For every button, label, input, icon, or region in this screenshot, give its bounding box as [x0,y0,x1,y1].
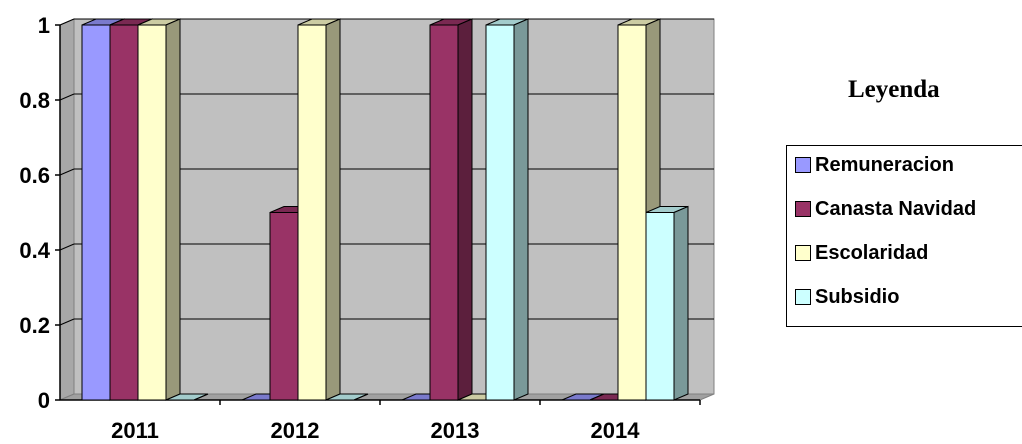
bar [429,18,473,401]
legend-label: Subsidio [815,285,900,308]
y-tick-label: 0.4 [19,238,50,263]
bar-side [325,18,341,401]
bar-front [137,24,167,401]
bar-front [429,24,459,401]
bar [297,18,341,401]
legend-swatch [795,289,811,305]
y-tick-label: 0.2 [19,313,50,338]
y-tick-label: 0.8 [19,88,50,113]
y-tick-label: 0.6 [19,163,50,188]
gridline [59,168,75,176]
legend-title: Leyenda [848,76,940,103]
x-axis-categories: 2011 2012 2013 2014 [111,400,701,443]
x-category-label: 2012 [271,418,320,443]
bar-front [81,24,111,401]
gridline [59,243,75,251]
bar [645,205,689,401]
x-category-label: 2013 [431,418,480,443]
bar-front [269,212,299,401]
bar-front [485,24,515,401]
legend-label: Escolaridad [815,241,929,264]
gridline [59,318,75,326]
legend: Remuneracion Canasta Navidad Escolaridad Su… [786,145,1022,327]
y-axis-ticks: 0 0.2 0.4 0.6 0.8 1 [19,13,60,413]
bar-side [513,18,529,401]
legend-item: Escolaridad [795,240,928,266]
bar-front [297,24,327,401]
gridline [59,93,75,101]
bar [485,18,529,401]
bars [81,18,689,401]
legend-item: Canasta Navidad [795,196,976,222]
bar-front [109,24,139,401]
y-tick-label: 1 [38,13,50,38]
legend-swatch [795,157,811,173]
bar [137,18,181,401]
legend-label: Remuneracion [815,153,954,176]
side-wall [59,18,75,401]
gridlines [59,18,714,326]
legend-swatch [795,245,811,261]
y-tick-label: 0 [38,388,50,413]
gridline [59,18,75,26]
bar-side [193,393,209,401]
bar-side [165,18,181,401]
legend-swatch [795,201,811,217]
bar-front [617,24,647,401]
legend-item: Subsidio [795,284,899,310]
bar-side [673,205,689,401]
bar-side [353,393,369,401]
x-category-label: 2014 [591,418,641,443]
bar-front [645,212,675,401]
bar [165,393,209,401]
bar-side [457,18,473,401]
x-category-label: 2011 [111,418,159,443]
legend-label: Canasta Navidad [815,197,977,220]
legend-item: Remuneracion [795,152,954,178]
bar [325,393,369,401]
